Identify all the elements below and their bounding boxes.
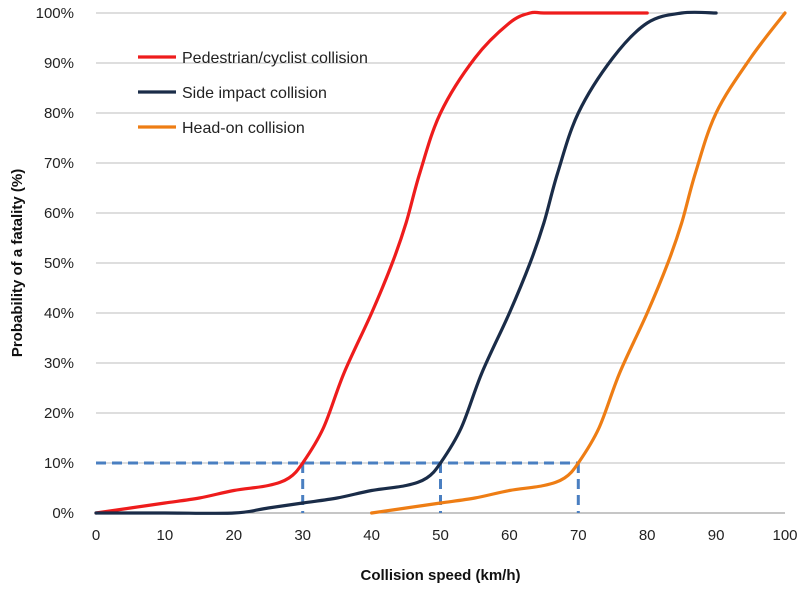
series-line-side-impact-collision bbox=[94, 10, 718, 515]
legend-label: Side impact collision bbox=[182, 85, 327, 102]
series-lines bbox=[94, 10, 787, 515]
y-tick-label: 100% bbox=[36, 5, 74, 22]
x-tick-label: 100 bbox=[772, 527, 797, 544]
legend-label: Head-on collision bbox=[182, 120, 305, 137]
x-tick-label: 80 bbox=[639, 527, 656, 544]
legend-label: Pedestrian/cyclist collision bbox=[182, 50, 368, 67]
x-tick-label: 70 bbox=[570, 527, 587, 544]
x-tick-label: 10 bbox=[157, 527, 174, 544]
reference-lines bbox=[96, 461, 580, 513]
x-tick-label: 20 bbox=[225, 527, 242, 544]
x-axis-title: Collision speed (km/h) bbox=[360, 567, 520, 584]
y-tick-label: 90% bbox=[44, 55, 74, 72]
x-tick-label: 90 bbox=[708, 527, 725, 544]
legend: Pedestrian/cyclist collision Side impact … bbox=[138, 50, 368, 137]
y-tick-label: 60% bbox=[44, 205, 74, 222]
y-tick-label: 80% bbox=[44, 105, 74, 122]
y-tick-label: 70% bbox=[44, 155, 74, 172]
y-tick-label: 30% bbox=[44, 355, 74, 372]
y-axis-title: Probability of a fatality (%) bbox=[9, 169, 26, 357]
y-tick-label: 20% bbox=[44, 405, 74, 422]
y-axis-tick-labels: 0% 10% 20% 30% 40% 50% 60% 70% 80% 90% 100% bbox=[36, 5, 74, 522]
series-line-pedestrian-cyclist-collision bbox=[94, 10, 649, 515]
y-tick-label: 0% bbox=[52, 505, 74, 522]
x-tick-label: 0 bbox=[92, 527, 100, 544]
x-tick-label: 60 bbox=[501, 527, 518, 544]
x-tick-label: 30 bbox=[294, 527, 311, 544]
x-tick-label: 40 bbox=[363, 527, 380, 544]
y-tick-label: 10% bbox=[44, 455, 74, 472]
y-tick-label: 50% bbox=[44, 255, 74, 272]
x-tick-label: 50 bbox=[432, 527, 449, 544]
x-axis-tick-labels: 0 10 20 30 40 50 60 70 80 90 100 bbox=[92, 527, 798, 544]
y-tick-label: 40% bbox=[44, 305, 74, 322]
series-line-head-on-collision bbox=[370, 11, 787, 515]
